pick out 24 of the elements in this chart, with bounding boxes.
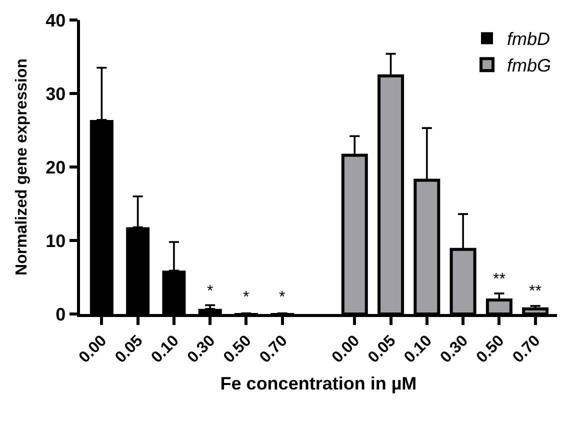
x-tick-label: 0.30 <box>184 332 219 366</box>
x-tick-label: 0.10 <box>401 332 436 366</box>
x-tick-label: 0.50 <box>474 332 508 366</box>
legend-label: fmbD <box>507 29 550 50</box>
annotation: * <box>243 289 250 306</box>
x-tick-label: 0.70 <box>510 332 544 366</box>
x-tick-label: 0.30 <box>437 332 472 366</box>
annotation: * <box>279 289 286 306</box>
y-tick-label: 30 <box>46 84 66 104</box>
x-tick-label: 0.10 <box>148 332 183 366</box>
y-tick-label: 10 <box>46 230 66 251</box>
y-tick-label: 0 <box>56 304 66 324</box>
y-tick-label: 20 <box>46 157 66 178</box>
legend-label: fmbG <box>507 56 552 76</box>
annotation: * <box>207 283 214 300</box>
y-tick-label: 40 <box>46 10 66 30</box>
x-tick-label: 0.50 <box>220 332 255 366</box>
annotation: ** <box>529 283 542 300</box>
x-tick-label: 0.70 <box>256 332 291 366</box>
x-tick-label: 0.00 <box>76 332 110 366</box>
x-tick-label: 0.00 <box>329 332 364 366</box>
annotation: ** <box>493 271 506 288</box>
x-axis-title: Fe concentration in µM <box>220 374 417 394</box>
y-axis-title: Normalized gene expression <box>14 58 31 276</box>
